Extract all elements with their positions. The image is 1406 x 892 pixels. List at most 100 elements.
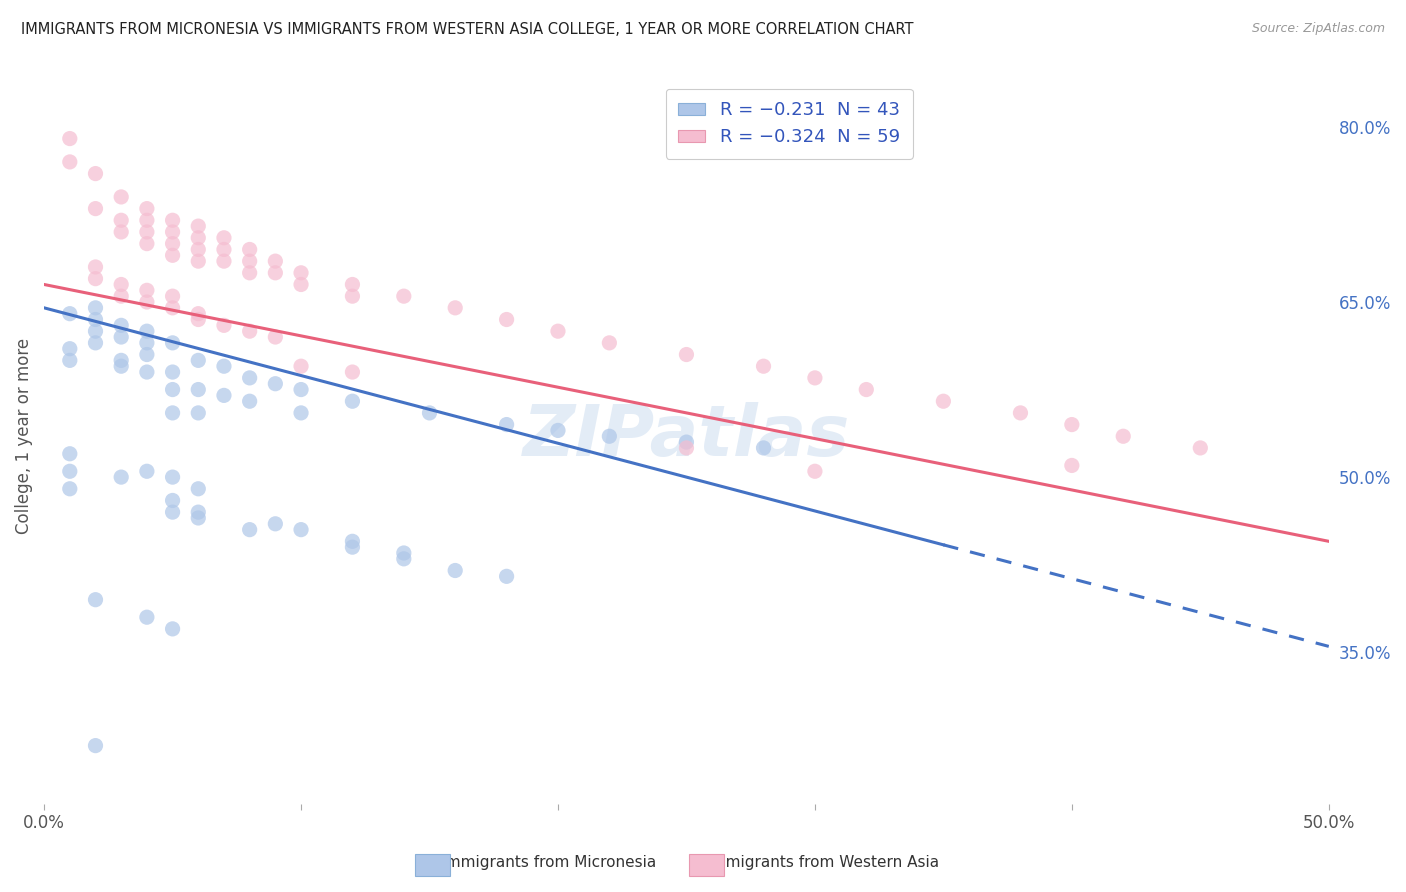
Point bbox=[135, 347, 157, 361]
Point bbox=[212, 388, 235, 402]
Point bbox=[187, 383, 209, 397]
Point bbox=[135, 464, 157, 478]
Point bbox=[135, 236, 157, 251]
Point bbox=[187, 511, 209, 525]
Text: Source: ZipAtlas.com: Source: ZipAtlas.com bbox=[1251, 22, 1385, 36]
Point bbox=[59, 447, 82, 461]
Point bbox=[162, 505, 184, 519]
Point bbox=[135, 295, 157, 310]
Point bbox=[135, 202, 157, 216]
Point bbox=[392, 551, 415, 566]
Point bbox=[110, 353, 132, 368]
Legend: R = −0.231  N = 43, R = −0.324  N = 59: R = −0.231 N = 43, R = −0.324 N = 59 bbox=[666, 88, 912, 159]
Point bbox=[187, 243, 209, 257]
Point bbox=[264, 376, 287, 391]
Point bbox=[495, 417, 517, 432]
Point bbox=[598, 335, 620, 350]
Point bbox=[855, 383, 877, 397]
Point bbox=[59, 155, 82, 169]
Point bbox=[187, 406, 209, 420]
Point bbox=[162, 622, 184, 636]
Point bbox=[162, 225, 184, 239]
Point bbox=[290, 266, 312, 280]
Point bbox=[162, 289, 184, 303]
Point bbox=[187, 307, 209, 321]
Point bbox=[1189, 441, 1212, 455]
Point bbox=[342, 289, 364, 303]
Y-axis label: College, 1 year or more: College, 1 year or more bbox=[15, 338, 32, 534]
Point bbox=[290, 277, 312, 292]
Point bbox=[135, 335, 157, 350]
Point bbox=[495, 569, 517, 583]
Point bbox=[59, 482, 82, 496]
Point bbox=[212, 243, 235, 257]
Point bbox=[162, 383, 184, 397]
Point bbox=[212, 318, 235, 333]
Point bbox=[239, 324, 262, 338]
Point bbox=[187, 482, 209, 496]
Point bbox=[59, 131, 82, 145]
Point bbox=[264, 330, 287, 344]
Point bbox=[187, 219, 209, 233]
Text: IMMIGRANTS FROM MICRONESIA VS IMMIGRANTS FROM WESTERN ASIA COLLEGE, 1 YEAR OR MO: IMMIGRANTS FROM MICRONESIA VS IMMIGRANTS… bbox=[21, 22, 914, 37]
Point bbox=[135, 213, 157, 227]
Point bbox=[342, 394, 364, 409]
Point bbox=[444, 301, 467, 315]
Point bbox=[290, 406, 312, 420]
Point bbox=[290, 359, 312, 374]
Point bbox=[84, 260, 107, 274]
Point bbox=[84, 312, 107, 326]
Point bbox=[110, 213, 132, 227]
Point bbox=[162, 213, 184, 227]
Point bbox=[84, 167, 107, 181]
Point bbox=[84, 202, 107, 216]
Point bbox=[135, 610, 157, 624]
Point bbox=[135, 324, 157, 338]
Point bbox=[59, 342, 82, 356]
Point bbox=[110, 330, 132, 344]
Point bbox=[804, 371, 827, 385]
Point bbox=[1010, 406, 1032, 420]
Point bbox=[1112, 429, 1135, 443]
Point bbox=[212, 231, 235, 245]
Point bbox=[84, 739, 107, 753]
Point bbox=[264, 516, 287, 531]
Point bbox=[110, 289, 132, 303]
Point bbox=[290, 523, 312, 537]
Point bbox=[1060, 417, 1083, 432]
Text: ZIPatlas: ZIPatlas bbox=[523, 401, 851, 471]
Point bbox=[598, 429, 620, 443]
Point bbox=[239, 523, 262, 537]
Point bbox=[110, 190, 132, 204]
Point bbox=[239, 266, 262, 280]
Point bbox=[59, 307, 82, 321]
Point bbox=[547, 424, 569, 438]
Point bbox=[84, 335, 107, 350]
Point bbox=[804, 464, 827, 478]
Point bbox=[162, 248, 184, 262]
Point bbox=[110, 470, 132, 484]
Point bbox=[110, 225, 132, 239]
Point bbox=[675, 347, 697, 361]
Point bbox=[342, 277, 364, 292]
Point bbox=[932, 394, 955, 409]
Point bbox=[239, 371, 262, 385]
Text: Immigrants from Micronesia: Immigrants from Micronesia bbox=[412, 855, 657, 870]
Point bbox=[342, 540, 364, 554]
Point bbox=[59, 353, 82, 368]
Point bbox=[264, 266, 287, 280]
Point bbox=[1060, 458, 1083, 473]
Point bbox=[392, 546, 415, 560]
Point bbox=[264, 254, 287, 268]
Point bbox=[84, 301, 107, 315]
Point bbox=[162, 406, 184, 420]
Point bbox=[84, 271, 107, 285]
Point bbox=[135, 283, 157, 297]
Point bbox=[162, 335, 184, 350]
Point bbox=[239, 394, 262, 409]
Point bbox=[444, 564, 467, 578]
Point bbox=[162, 301, 184, 315]
Point bbox=[162, 365, 184, 379]
Point bbox=[752, 359, 775, 374]
Point bbox=[110, 318, 132, 333]
